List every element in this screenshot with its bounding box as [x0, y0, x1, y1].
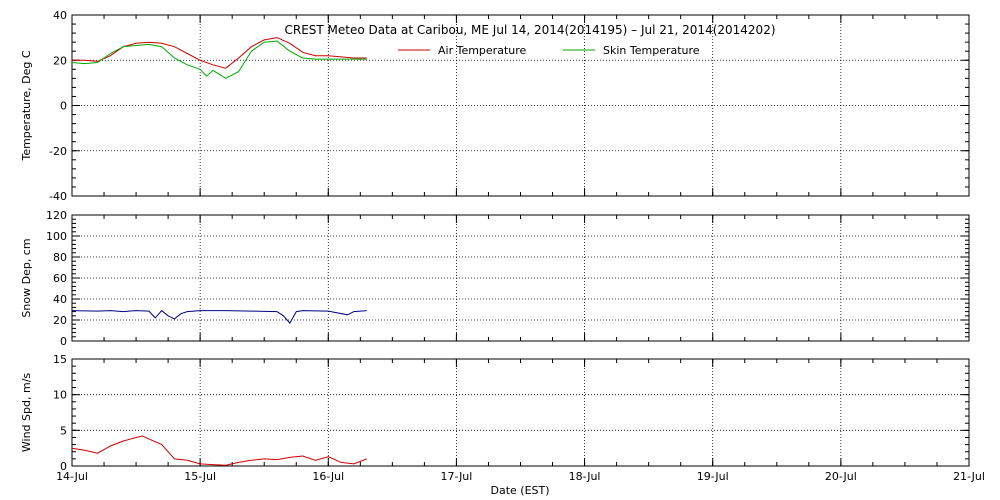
x-tick-label: 16-Jul: [312, 470, 344, 483]
y-tick-label: 0: [60, 100, 67, 113]
y-tick-label: 15: [53, 353, 67, 366]
y-tick-label: 80: [53, 251, 67, 264]
series-line-0-1: [71, 40, 367, 79]
x-tick-label: 21-Jul: [953, 470, 985, 483]
series-line-2-0: [71, 435, 367, 466]
legend-entry: Air Temperature: [438, 44, 527, 57]
y-tick-label: 20: [53, 54, 67, 67]
panel-2: 0 5 10 15 Wind Spd, m/s: [20, 353, 970, 473]
x-axis-label: Date (EST): [490, 484, 549, 497]
series-line-1-0: [71, 309, 367, 324]
x-tick-label: 17-Jul: [440, 470, 472, 483]
y-tick-label: 5: [60, 424, 67, 437]
y-tick-label: -20: [49, 145, 67, 158]
y-tick-label: 60: [53, 272, 67, 285]
x-tick-label: 18-Jul: [569, 470, 601, 483]
x-tick-label: 19-Jul: [697, 470, 729, 483]
y-axis-label: Wind Spd, m/s: [20, 373, 33, 453]
y-tick-label: 0: [60, 460, 67, 473]
x-tick-label: 15-Jul: [184, 470, 216, 483]
panel-1: 0 20 40 60 80 100 120 Snow Dep, cm: [20, 209, 970, 348]
plot-frame: [71, 358, 970, 467]
y-tick-label: 120: [46, 209, 67, 222]
x-tick-label: 20-Jul: [825, 470, 857, 483]
y-axis-label: Temperature, Deg C: [20, 50, 33, 161]
y-tick-label: 10: [53, 389, 67, 402]
legend-entry: Skin Temperature: [603, 44, 700, 57]
series-line-0-0: [72, 37, 367, 69]
panels: -40 -20 0 20 40 Temperature, Deg C Air Tempera…: [20, 9, 985, 483]
chart-title: CREST Meteo Data at Caribou, ME Jul 14, …: [284, 23, 775, 37]
y-tick-label: 0: [60, 335, 67, 348]
panel-0: -40 -20 0 20 40 Temperature, Deg C Air Tempera…: [20, 9, 970, 203]
y-tick-label: 40: [53, 293, 67, 306]
y-axis-label: Snow Dep, cm: [20, 238, 33, 317]
x-tick-label: 14-Jul: [56, 470, 88, 483]
y-tick-label: 100: [46, 230, 67, 243]
y-tick-label: 40: [53, 9, 67, 22]
y-tick-label: -40: [49, 190, 67, 203]
y-tick-label: 20: [53, 314, 67, 327]
